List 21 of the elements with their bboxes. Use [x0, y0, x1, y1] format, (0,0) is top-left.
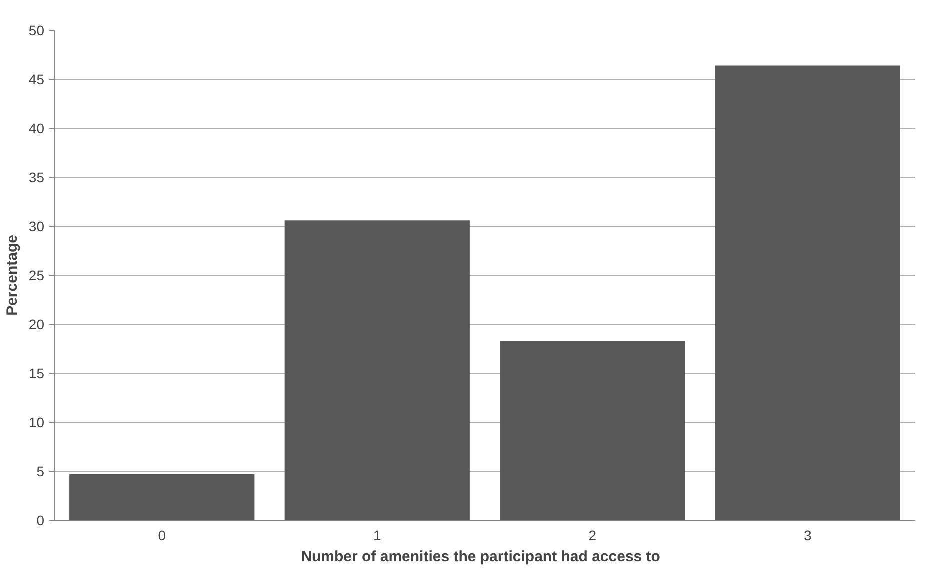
y-tick-label: 10	[28, 414, 45, 430]
x-axis-title: Number of amenities the participant had access to	[301, 548, 660, 566]
y-tick-label: 15	[28, 366, 45, 382]
y-tick-label: 30	[28, 218, 45, 234]
y-tick-label: 20	[28, 316, 45, 332]
y-tick-label: 25	[28, 268, 45, 284]
y-axis-title: Percentage	[4, 235, 21, 316]
bar	[500, 341, 686, 520]
x-tick-label: 3	[804, 528, 812, 544]
x-tick-label: 2	[588, 528, 597, 544]
y-tick-label: 35	[28, 170, 45, 186]
y-tick-label: 50	[28, 22, 45, 38]
x-tick-label: 1	[373, 528, 382, 544]
bar	[70, 474, 255, 520]
bar	[284, 220, 470, 520]
x-tick-label: 0	[158, 528, 166, 544]
bar	[715, 66, 900, 520]
y-tick-label: 45	[28, 72, 45, 88]
y-tick-label: 0	[36, 512, 45, 528]
y-tick-label: 5	[36, 464, 45, 480]
y-tick-label: 40	[28, 120, 45, 136]
